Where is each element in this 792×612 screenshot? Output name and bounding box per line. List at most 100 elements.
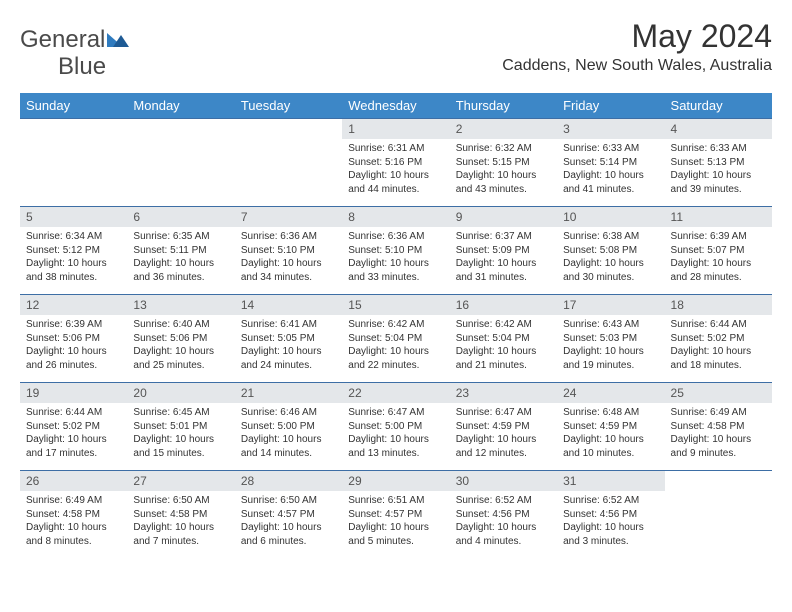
day-number: 13 xyxy=(127,295,234,315)
calendar-day-cell: 23Sunrise: 6:47 AMSunset: 4:59 PMDayligh… xyxy=(450,383,557,471)
day-number: 11 xyxy=(665,207,772,227)
sunrise-line: Sunrise: 6:50 AM xyxy=(241,494,336,508)
day-number: 9 xyxy=(450,207,557,227)
sunrise-line: Sunrise: 6:35 AM xyxy=(133,230,228,244)
daylight-line: Daylight: 10 hours and 6 minutes. xyxy=(241,521,336,548)
sunrise-line: Sunrise: 6:42 AM xyxy=(348,318,443,332)
calendar-header-row: Sunday Monday Tuesday Wednesday Thursday… xyxy=(20,93,772,119)
day-number: 24 xyxy=(557,383,664,403)
sunset-line: Sunset: 5:04 PM xyxy=(348,332,443,346)
daylight-line: Daylight: 10 hours and 4 minutes. xyxy=(456,521,551,548)
sunset-line: Sunset: 5:10 PM xyxy=(241,244,336,258)
sunrise-line: Sunrise: 6:36 AM xyxy=(348,230,443,244)
sunrise-line: Sunrise: 6:36 AM xyxy=(241,230,336,244)
daylight-line: Daylight: 10 hours and 34 minutes. xyxy=(241,257,336,284)
sunset-line: Sunset: 4:56 PM xyxy=(563,508,658,522)
sunrise-line: Sunrise: 6:38 AM xyxy=(563,230,658,244)
weekday-header: Tuesday xyxy=(235,93,342,119)
sunset-line: Sunset: 5:00 PM xyxy=(348,420,443,434)
calendar-day-cell: 17Sunrise: 6:43 AMSunset: 5:03 PMDayligh… xyxy=(557,295,664,383)
sunrise-line: Sunrise: 6:48 AM xyxy=(563,406,658,420)
daylight-line: Daylight: 10 hours and 21 minutes. xyxy=(456,345,551,372)
weekday-header: Monday xyxy=(127,93,234,119)
sunrise-line: Sunrise: 6:43 AM xyxy=(563,318,658,332)
day-number: 16 xyxy=(450,295,557,315)
day-detail: Sunrise: 6:33 AMSunset: 5:13 PMDaylight:… xyxy=(665,139,772,200)
day-number: 21 xyxy=(235,383,342,403)
day-detail: Sunrise: 6:40 AMSunset: 5:06 PMDaylight:… xyxy=(127,315,234,376)
calendar-day-cell: 5Sunrise: 6:34 AMSunset: 5:12 PMDaylight… xyxy=(20,207,127,295)
daylight-line: Daylight: 10 hours and 33 minutes. xyxy=(348,257,443,284)
day-detail: Sunrise: 6:47 AMSunset: 5:00 PMDaylight:… xyxy=(342,403,449,464)
sunset-line: Sunset: 5:13 PM xyxy=(671,156,766,170)
daylight-line: Daylight: 10 hours and 25 minutes. xyxy=(133,345,228,372)
calendar-day-cell: 24 Sunrise: 6:48 AMSunset: 4:59 PMDayligh… xyxy=(557,383,664,471)
day-number: 28 xyxy=(235,471,342,491)
daylight-line: Daylight: 10 hours and 39 minutes. xyxy=(671,169,766,196)
daylight-line: Daylight: 10 hours and 18 minutes. xyxy=(671,345,766,372)
daylight-line: Daylight: 10 hours and 10 minutes. xyxy=(563,433,658,460)
calendar-day-cell: 7Sunrise: 6:36 AMSunset: 5:10 PMDaylight… xyxy=(235,207,342,295)
day-detail: Sunrise: 6:50 AMSunset: 4:57 PMDaylight:… xyxy=(235,491,342,552)
day-detail: Sunrise: 6:49 AMSunset: 4:58 PMDaylight:… xyxy=(665,403,772,464)
day-number: 14 xyxy=(235,295,342,315)
calendar-day-cell: 9Sunrise: 6:37 AMSunset: 5:09 PMDaylight… xyxy=(450,207,557,295)
day-detail: Sunrise: 6:36 AMSunset: 5:10 PMDaylight:… xyxy=(342,227,449,288)
day-number: 20 xyxy=(127,383,234,403)
day-number: 18 xyxy=(665,295,772,315)
calendar-day-cell: 18 Sunrise: 6:44 AMSunset: 5:02 PMDayligh… xyxy=(665,295,772,383)
day-detail: Sunrise: 6:34 AMSunset: 5:12 PMDaylight:… xyxy=(20,227,127,288)
sunrise-line: Sunrise: 6:49 AM xyxy=(671,406,766,420)
day-number: 25 xyxy=(665,383,772,403)
day-number: 22 xyxy=(342,383,449,403)
sunset-line: Sunset: 5:02 PM xyxy=(671,332,766,346)
weekday-header: Sunday xyxy=(20,93,127,119)
sunset-line: Sunset: 5:14 PM xyxy=(563,156,658,170)
calendar-day-cell: 4Sunrise: 6:33 AMSunset: 5:13 PMDaylight… xyxy=(665,119,772,207)
weekday-header: Friday xyxy=(557,93,664,119)
day-detail: Sunrise: 6:41 AMSunset: 5:05 PMDaylight:… xyxy=(235,315,342,376)
day-detail: Sunrise: 6:38 AMSunset: 5:08 PMDaylight:… xyxy=(557,227,664,288)
calendar-day-cell: 6Sunrise: 6:35 AMSunset: 5:11 PMDaylight… xyxy=(127,207,234,295)
calendar-day-cell: 1Sunrise: 6:31 AMSunset: 5:16 PMDaylight… xyxy=(342,119,449,207)
calendar-day-cell: 12Sunrise: 6:39 AMSunset: 5:06 PMDayligh… xyxy=(20,295,127,383)
sunset-line: Sunset: 5:02 PM xyxy=(26,420,121,434)
day-detail: Sunrise: 6:46 AMSunset: 5:00 PMDaylight:… xyxy=(235,403,342,464)
day-detail: Sunrise: 6:37 AMSunset: 5:09 PMDaylight:… xyxy=(450,227,557,288)
sunrise-line: Sunrise: 6:51 AM xyxy=(348,494,443,508)
sunset-line: Sunset: 5:03 PM xyxy=(563,332,658,346)
day-number: 30 xyxy=(450,471,557,491)
sunset-line: Sunset: 4:59 PM xyxy=(563,420,658,434)
day-number: 19 xyxy=(20,383,127,403)
day-number: 31 xyxy=(557,471,664,491)
brand-part1: General xyxy=(20,26,105,54)
calendar-day-cell xyxy=(235,119,342,207)
day-detail: Sunrise: 6:44 AMSunset: 5:02 PMDaylight:… xyxy=(20,403,127,464)
day-detail: Sunrise: 6:43 AMSunset: 5:03 PMDaylight:… xyxy=(557,315,664,376)
sunset-line: Sunset: 4:57 PM xyxy=(348,508,443,522)
sunrise-line: Sunrise: 6:45 AM xyxy=(133,406,228,420)
day-detail: Sunrise: 6:35 AMSunset: 5:11 PMDaylight:… xyxy=(127,227,234,288)
logo-triangle-icon xyxy=(107,26,129,54)
daylight-line: Daylight: 10 hours and 8 minutes. xyxy=(26,521,121,548)
sunset-line: Sunset: 5:06 PM xyxy=(26,332,121,346)
calendar-day-cell: 16Sunrise: 6:42 AMSunset: 5:04 PMDayligh… xyxy=(450,295,557,383)
day-number: 2 xyxy=(450,119,557,139)
daylight-line: Daylight: 10 hours and 7 minutes. xyxy=(133,521,228,548)
calendar-day-cell: 29Sunrise: 6:51 AMSunset: 4:57 PMDayligh… xyxy=(342,471,449,559)
sunset-line: Sunset: 5:11 PM xyxy=(133,244,228,258)
brand-part2: Blue xyxy=(58,53,106,80)
day-number: 12 xyxy=(20,295,127,315)
day-number: 23 xyxy=(450,383,557,403)
sunrise-line: Sunrise: 6:42 AM xyxy=(456,318,551,332)
brand-logo: General xyxy=(20,18,131,54)
sunset-line: Sunset: 5:15 PM xyxy=(456,156,551,170)
day-detail: Sunrise: 6:45 AMSunset: 5:01 PMDaylight:… xyxy=(127,403,234,464)
sunset-line: Sunset: 5:16 PM xyxy=(348,156,443,170)
calendar-table: Sunday Monday Tuesday Wednesday Thursday… xyxy=(20,93,772,559)
daylight-line: Daylight: 10 hours and 30 minutes. xyxy=(563,257,658,284)
daylight-line: Daylight: 10 hours and 13 minutes. xyxy=(348,433,443,460)
calendar-day-cell: 30Sunrise: 6:52 AMSunset: 4:56 PMDayligh… xyxy=(450,471,557,559)
calendar-day-cell: 15Sunrise: 6:42 AMSunset: 5:04 PMDayligh… xyxy=(342,295,449,383)
sunrise-line: Sunrise: 6:44 AM xyxy=(671,318,766,332)
